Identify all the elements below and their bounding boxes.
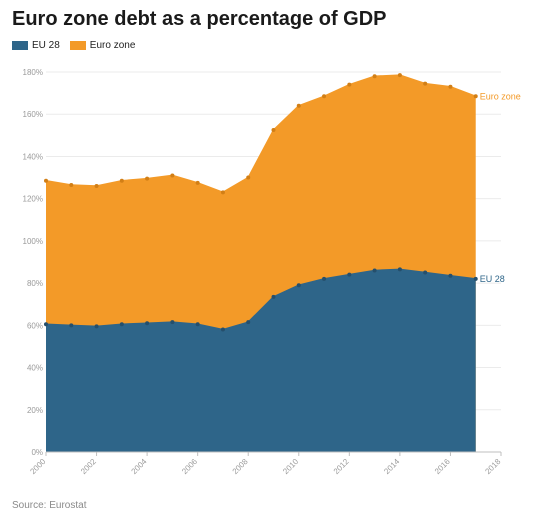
x-tick-label: 2008 <box>231 457 250 476</box>
area-eu-28 <box>46 269 476 452</box>
line-euro-zone <box>45 74 476 194</box>
point-euro-zone <box>473 94 478 99</box>
y-tick-label: 80% <box>27 279 43 288</box>
y-tick-label: 160% <box>23 110 43 119</box>
legend: EU 28 Euro zone <box>12 40 145 51</box>
point-eu-28 <box>145 321 150 326</box>
point-euro-zone <box>347 82 352 87</box>
point-euro-zone <box>397 73 402 78</box>
x-tick-label: 2018 <box>483 457 502 476</box>
legend-label-eu28: EU 28 <box>32 40 60 51</box>
point-eu-28 <box>170 320 175 325</box>
x-tick-label: 2004 <box>130 457 149 476</box>
point-euro-zone <box>220 190 225 195</box>
legend-swatch-euro-zone <box>69 41 86 50</box>
point-euro-zone <box>69 182 74 187</box>
point-euro-zone <box>119 178 124 183</box>
point-eu-28 <box>246 320 251 325</box>
y-tick-label: 20% <box>27 406 43 415</box>
point-eu-28 <box>94 324 99 329</box>
point-eu-28 <box>119 322 124 327</box>
point-eu-28 <box>322 276 327 281</box>
y-tick-label: 40% <box>27 364 43 373</box>
point-euro-zone <box>271 128 276 133</box>
point-euro-zone <box>423 81 428 86</box>
end-label-euro-zone: Euro zone <box>480 91 521 101</box>
y-tick-label: 60% <box>27 321 43 330</box>
point-eu-28 <box>423 270 428 275</box>
point-eu-28 <box>347 272 352 277</box>
y-tick-label: 0% <box>31 448 43 457</box>
point-euro-zone <box>145 176 150 181</box>
point-eu-28 <box>44 322 48 327</box>
x-tick-label: 2014 <box>382 457 401 476</box>
y-tick-label: 100% <box>23 237 43 246</box>
chart-title: Euro zone debt as a percentage of GDP <box>12 8 387 30</box>
point-euro-zone <box>322 94 327 99</box>
point-euro-zone <box>448 84 453 89</box>
point-eu-28 <box>397 267 402 272</box>
y-tick-label: 120% <box>23 195 43 204</box>
line-eu-28 <box>45 268 476 331</box>
x-tick-label: 2002 <box>79 457 98 476</box>
y-tick-label: 180% <box>23 68 43 77</box>
point-euro-zone <box>195 180 200 185</box>
point-eu-28 <box>69 323 74 328</box>
legend-item-eu28: EU 28 <box>12 40 60 51</box>
y-tick-label: 140% <box>23 152 43 161</box>
legend-label-euro-zone: Euro zone <box>89 40 136 51</box>
x-tick-label: 2000 <box>28 457 47 476</box>
legend-swatch-eu28 <box>12 41 28 50</box>
x-tick-label: 2016 <box>433 457 452 476</box>
x-tick-label: 2012 <box>332 457 351 476</box>
x-tick-label: 2006 <box>180 457 199 476</box>
point-eu-28 <box>448 273 453 278</box>
point-euro-zone <box>246 175 251 180</box>
point-euro-zone <box>296 103 301 108</box>
point-eu-28 <box>220 327 225 332</box>
point-euro-zone <box>94 184 99 188</box>
point-eu-28 <box>473 276 478 281</box>
point-eu-28 <box>296 283 301 288</box>
x-tick-label: 2010 <box>281 457 300 476</box>
point-eu-28 <box>372 268 377 273</box>
point-eu-28 <box>271 294 276 299</box>
end-label-eu-28: EU 28 <box>480 274 505 284</box>
legend-item-euro-zone: Euro zone <box>69 40 136 51</box>
point-euro-zone <box>170 173 175 178</box>
point-euro-zone <box>44 178 48 183</box>
point-euro-zone <box>372 74 377 79</box>
source-note: Source: Eurostat <box>12 500 87 511</box>
point-eu-28 <box>195 322 200 327</box>
